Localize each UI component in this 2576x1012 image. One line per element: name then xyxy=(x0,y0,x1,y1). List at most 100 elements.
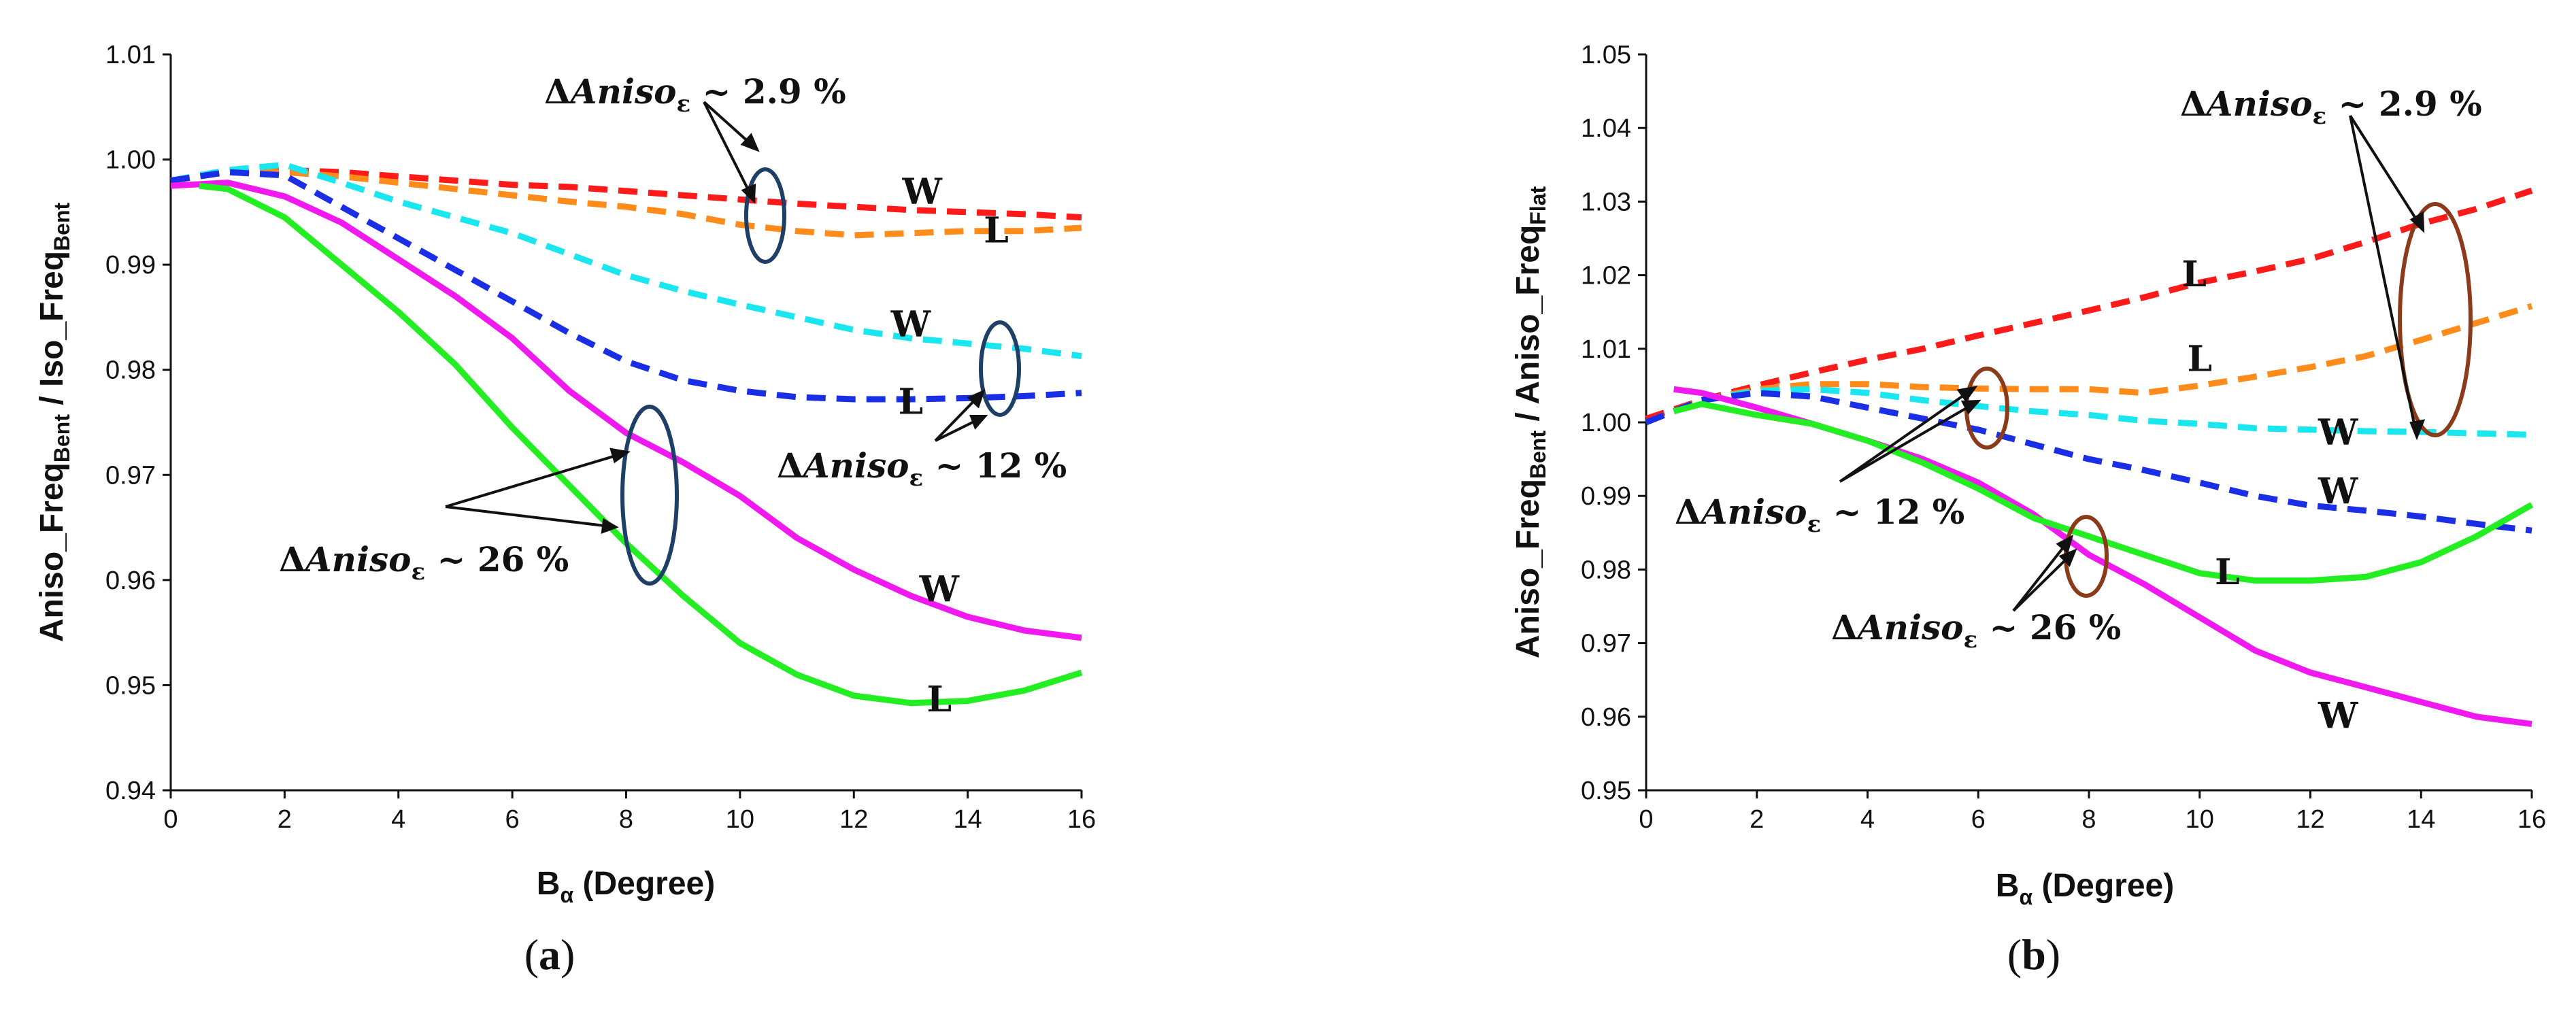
annotation-a-2-9: ΔAnisoε ~ 2.9 % xyxy=(544,71,846,118)
series-line-green-L xyxy=(1673,401,2534,584)
y-tick-label: 0.96 xyxy=(1581,703,1631,732)
series-group-a xyxy=(170,161,1083,707)
annotation-b-2-9: ΔAnisoε ~ 2.9 % xyxy=(2180,84,2482,130)
annotation-b-26: ΔAnisoε ~ 26 % xyxy=(1831,607,2121,654)
x-tick-label: 6 xyxy=(1971,805,1986,834)
series-line-magenta-W xyxy=(170,180,1082,641)
x-tick-label: 8 xyxy=(619,805,633,834)
y-tick-label: 0.96 xyxy=(105,567,156,595)
y-tick-label: 0.97 xyxy=(105,461,156,490)
y-tick-label: 0.98 xyxy=(1581,556,1631,584)
curve-label: W xyxy=(890,303,932,345)
series-line-red-L xyxy=(1645,187,2533,422)
x-tick-label: 4 xyxy=(391,805,405,834)
arrow-head xyxy=(2056,535,2074,554)
arrow-line xyxy=(1839,386,1976,483)
curve-label: W xyxy=(2318,695,2359,737)
y-tick-label: 0.94 xyxy=(105,777,156,805)
curve-label: L xyxy=(2187,338,2212,380)
series-line-red-W xyxy=(170,167,1082,221)
arrow-line xyxy=(2012,536,2073,612)
y-tick-label: 0.95 xyxy=(1581,777,1631,805)
curve-label: L xyxy=(2215,552,2240,593)
y-tick-label: 0.97 xyxy=(1581,630,1631,658)
tick-group-a: 0 2 4 6 8 10 12 14 16 0.94 0.95 0.96 0.97 0.98 0.99 1.0… xyxy=(105,41,1096,834)
arrow-head xyxy=(601,518,619,535)
arrow-head xyxy=(967,389,986,409)
chart-panel-a: 0 2 4 6 8 10 12 14 16 0.94 0.95 0.96 0.97 0.98 0.99 1.0… xyxy=(34,41,1096,979)
y-tick-label: 1.02 xyxy=(1581,262,1631,290)
x-tick-label: 14 xyxy=(953,805,982,834)
curve-label: W xyxy=(2318,411,2359,453)
arrow-head xyxy=(2058,548,2077,567)
y-tick-label: 1.03 xyxy=(1581,188,1631,216)
curve-label: L xyxy=(984,210,1009,252)
arrow-head xyxy=(609,448,631,464)
x-tick-label: 0 xyxy=(1639,805,1653,834)
x-axis-label-b: Bα (Degree) xyxy=(1996,868,2174,909)
ellipse-a-26 xyxy=(620,405,679,586)
x-tick-label: 16 xyxy=(2518,805,2546,834)
series-line-green-L xyxy=(199,182,1083,707)
arrow-line xyxy=(445,505,616,528)
arrows-b xyxy=(1839,114,2426,612)
series-line-magenta-W xyxy=(1673,386,2532,728)
ellipse-b-2-9 xyxy=(2398,202,2473,437)
arrow-line xyxy=(445,451,628,508)
x-tick-label: 0 xyxy=(163,805,178,834)
x-tick-label: 16 xyxy=(1067,805,1096,834)
arrow-head xyxy=(1960,399,1981,415)
arrow-line xyxy=(2349,115,2418,437)
y-tick-label: 1.00 xyxy=(105,146,156,175)
y-tick-label: 1.01 xyxy=(1581,335,1631,364)
ellipse-a-12 xyxy=(979,320,1021,417)
curve-label: L xyxy=(927,679,952,720)
annotation-b-12: ΔAnisoε ~ 12 % xyxy=(1675,492,1964,538)
annotation-a-26: ΔAnisoε ~ 26 % xyxy=(279,539,569,586)
y-axis-label-a: Aniso_FreqBent / Iso_FreqBent xyxy=(34,202,74,642)
curve-label: L xyxy=(899,382,924,423)
series-line-cyan-W xyxy=(170,161,1082,360)
series-line-orange-L xyxy=(1645,303,2533,426)
tick-group-b: 0 2 4 6 8 10 12 14 16 0.95 0.96 0.97 0.98 0.99 1.00 1.0… xyxy=(1581,41,2546,834)
y-tick-label: 0.99 xyxy=(105,251,156,280)
x-tick-label: 6 xyxy=(505,805,520,834)
arrow-head xyxy=(740,133,760,152)
arrow-line xyxy=(2349,114,2424,231)
curve-label: W xyxy=(901,171,943,212)
arrow-head xyxy=(2409,211,2425,233)
x-tick-label: 2 xyxy=(278,805,292,834)
x-tick-label: 4 xyxy=(1860,805,1875,834)
panel-label-b: (b) xyxy=(2007,930,2060,979)
y-tick-label: 1.04 xyxy=(1581,114,1631,143)
arrow-head xyxy=(1956,386,1978,403)
y-tick-label: 0.98 xyxy=(105,356,156,385)
series-line-blue-L xyxy=(170,169,1082,403)
x-tick-label: 12 xyxy=(2296,805,2324,834)
x-tick-label: 8 xyxy=(2081,805,2096,834)
curve-label: L xyxy=(2181,254,2207,295)
curve-label: W xyxy=(919,569,960,610)
y-tick-label: 1.00 xyxy=(1581,409,1631,437)
arrow-head xyxy=(2409,419,2426,441)
y-tick-label: 0.95 xyxy=(105,671,156,700)
chart-panel-b: 0 2 4 6 8 10 12 14 16 0.95 0.96 0.97 0.98 0.99 1.00 1.0… xyxy=(1510,41,2546,979)
series-group-b xyxy=(1645,187,2534,728)
ellipse-a-2-9 xyxy=(744,167,786,264)
y-tick-label: 1.01 xyxy=(105,41,156,69)
series-line-cyan-W xyxy=(1645,386,2532,438)
annotation-a-12: ΔAnisoε ~ 12 % xyxy=(777,445,1067,492)
y-tick-label: 1.05 xyxy=(1581,41,1631,69)
arrow-line xyxy=(1839,400,1979,483)
arrow-head xyxy=(969,415,988,430)
y-tick-label: 0.99 xyxy=(1581,482,1631,511)
x-axis-label-a: Bα (Degree) xyxy=(537,866,715,907)
x-tick-label: 10 xyxy=(726,805,754,834)
panel-label-a: (a) xyxy=(524,930,575,979)
x-tick-label: 2 xyxy=(1750,805,1764,834)
arrow-line xyxy=(703,101,755,201)
x-tick-label: 14 xyxy=(2407,805,2435,834)
